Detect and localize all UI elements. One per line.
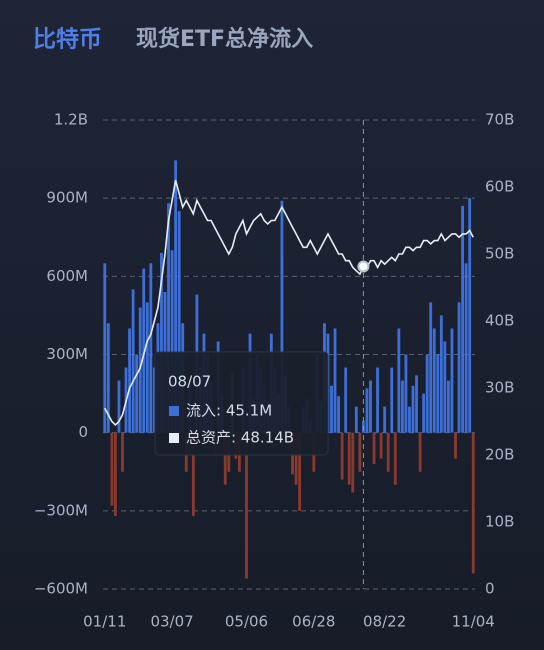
bar <box>330 385 333 433</box>
bar <box>152 367 156 433</box>
bar <box>369 380 372 433</box>
y-tick-label: 0 <box>78 423 88 441</box>
y-tick-label: −600M <box>34 580 88 598</box>
bar <box>404 354 408 433</box>
bar <box>432 328 436 433</box>
bar <box>135 354 139 433</box>
bar <box>333 328 337 433</box>
bar <box>138 307 142 433</box>
tooltip-title: 08/07 <box>168 373 211 391</box>
line <box>104 180 474 427</box>
bar <box>457 302 461 433</box>
bar <box>177 211 181 433</box>
bar <box>408 406 411 433</box>
bar <box>415 375 418 433</box>
y-tick-label: −300M <box>34 501 88 519</box>
bar <box>110 432 114 506</box>
bar <box>372 432 376 464</box>
bar <box>390 367 394 433</box>
bar <box>468 198 472 433</box>
bar <box>174 160 178 433</box>
tooltip-line: 流入: 45.1M <box>186 402 272 420</box>
tooltip-line: 总资产: 48.14B <box>186 429 294 447</box>
x-tick-label: 03/07 <box>150 613 193 631</box>
y2-tick-label: 40B <box>485 312 514 330</box>
bar <box>280 200 284 433</box>
bar <box>386 432 390 472</box>
bar <box>447 380 450 433</box>
x-tick-label: 05/06 <box>225 613 268 631</box>
bar <box>429 302 433 433</box>
bar <box>117 380 121 433</box>
bar <box>145 302 149 433</box>
bar <box>245 432 248 579</box>
bar <box>113 432 117 517</box>
bar <box>191 432 195 517</box>
y-tick-label: 1.2B <box>54 111 88 129</box>
bar <box>351 432 355 493</box>
y2-tick-label: 10B <box>485 513 514 531</box>
bar <box>103 263 107 433</box>
y2-tick-label: 20B <box>485 446 514 464</box>
bar <box>167 203 170 433</box>
tooltip: 08/07 流入: 45.1M 总资产: 48.14B <box>154 351 329 456</box>
bar <box>344 367 348 433</box>
bar <box>461 205 465 433</box>
tooltip-swatch <box>169 406 179 416</box>
y2-tick-label: 50B <box>485 245 514 263</box>
bar <box>450 328 454 433</box>
bar <box>379 432 383 459</box>
bar <box>128 328 131 433</box>
y-tick-label: 300M <box>46 345 88 363</box>
bar <box>160 252 163 433</box>
bar <box>393 432 397 485</box>
bar <box>337 396 341 433</box>
bar <box>298 432 302 511</box>
bar <box>354 406 358 433</box>
bar <box>418 432 422 472</box>
x-tick-label: 08/22 <box>363 613 406 631</box>
tooltip-box <box>154 351 329 456</box>
bar <box>454 432 457 459</box>
chart-subtitle: 现货ETF总净流入 <box>136 26 313 52</box>
bar <box>223 432 227 485</box>
hover-point <box>357 260 370 273</box>
bar <box>142 268 146 433</box>
bar <box>149 263 153 433</box>
bar <box>365 388 369 433</box>
chart-title: 比特币 <box>33 27 102 53</box>
bar <box>464 263 468 433</box>
bar <box>411 385 415 433</box>
y2-tick-label: 0 <box>485 580 495 598</box>
bar <box>383 406 387 433</box>
y-tick-label: 900M <box>46 189 88 207</box>
bar <box>121 432 124 472</box>
bar <box>400 380 404 433</box>
bar <box>358 432 362 472</box>
y2-tick-label: 60B <box>485 178 514 196</box>
bar <box>422 393 426 433</box>
bar <box>106 323 110 433</box>
bar <box>471 432 475 574</box>
bar <box>131 289 135 433</box>
bar <box>376 367 379 433</box>
y-tick-label: 600M <box>46 267 88 285</box>
y2-tick-label: 70B <box>485 111 514 129</box>
bar <box>439 315 443 433</box>
tooltip-swatch <box>169 433 179 443</box>
bar <box>436 354 440 433</box>
bar <box>425 354 429 433</box>
x-tick-label: 06/28 <box>292 613 335 631</box>
bar <box>443 341 447 433</box>
x-tick-label: 01/11 <box>83 613 126 631</box>
bar <box>170 250 174 433</box>
x-tick-label: 11/04 <box>452 613 495 631</box>
bar <box>340 432 344 480</box>
bar <box>294 432 298 485</box>
y2-tick-label: 30B <box>485 379 514 397</box>
bar <box>347 432 351 485</box>
bar <box>397 328 401 433</box>
